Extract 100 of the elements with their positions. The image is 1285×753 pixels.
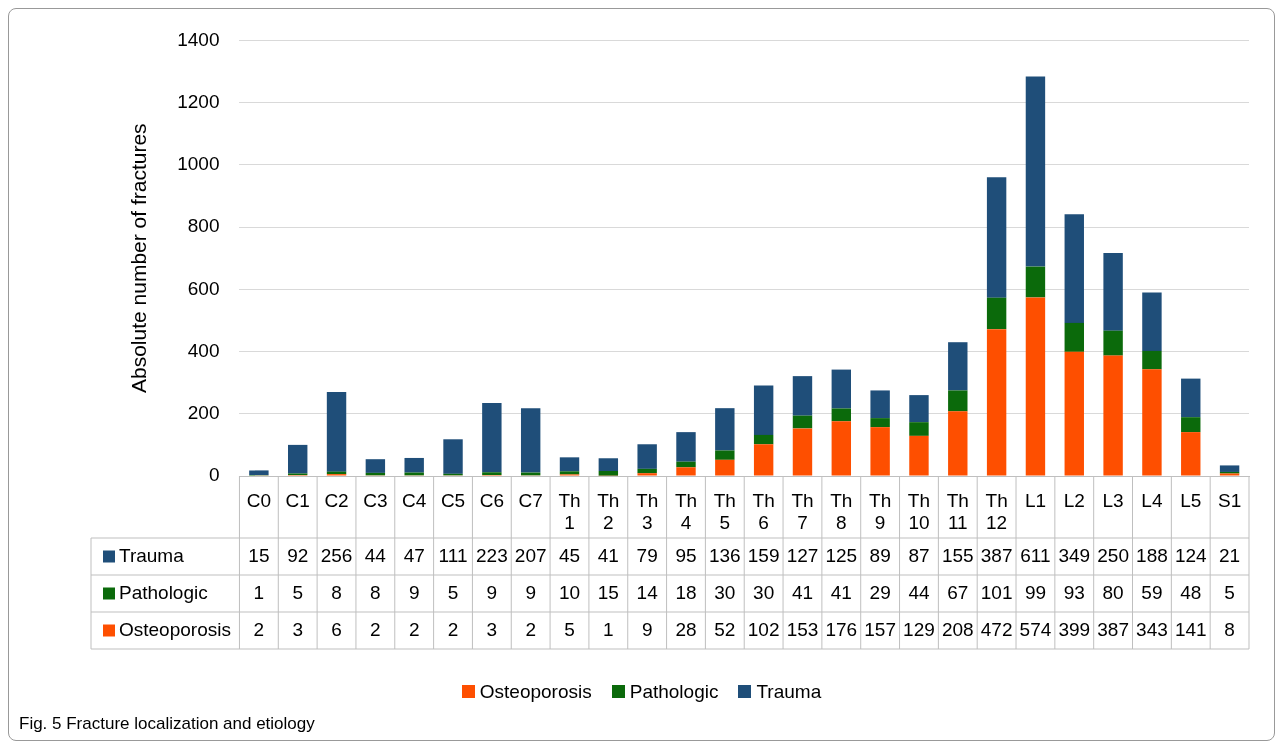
data-label: 472 <box>980 618 1013 640</box>
data-label: 250 <box>1097 544 1129 566</box>
x-tick-label: C0 <box>246 489 272 511</box>
data-label: 9 <box>641 618 653 640</box>
data-label: 611 <box>1020 544 1051 566</box>
legend-label: Pathologic <box>119 581 208 603</box>
data-label: 125 <box>825 544 858 566</box>
x-tick-label: Th 12 <box>985 489 1008 534</box>
data-label: 6 <box>331 618 342 640</box>
data-label: 9 <box>525 581 536 603</box>
y-tick-label: 200 <box>187 402 220 424</box>
data-label: 99 <box>1024 581 1047 603</box>
data-label: 157 <box>864 618 896 640</box>
x-tick-label: Th 7 <box>791 489 814 534</box>
legend-label: Osteoporosis <box>119 618 231 640</box>
data-label: 41 <box>597 544 619 566</box>
data-label: 188 <box>1136 544 1168 566</box>
x-tick-label: C6 <box>479 489 504 511</box>
data-label: 9 <box>486 581 498 603</box>
data-label: 102 <box>747 618 780 640</box>
data-label: 141 <box>1174 618 1207 640</box>
data-label: 41 <box>791 581 814 603</box>
data-label: 2 <box>253 618 265 640</box>
data-label: 45 <box>558 544 581 566</box>
data-label: 387 <box>980 544 1013 566</box>
data-label: 399 <box>1058 618 1091 640</box>
data-label: 111 <box>438 544 468 566</box>
x-tick-label: C7 <box>518 489 543 511</box>
x-tick-label: Th 2 <box>597 489 620 534</box>
x-tick-label: Th 11 <box>946 489 969 534</box>
caption: Fig. 5 Fracture localization and etiology <box>18 714 316 735</box>
data-label: 52 <box>714 618 736 640</box>
data-label: 129 <box>903 618 935 640</box>
x-tick-label: L5 <box>1180 489 1202 511</box>
x-tick-label: S1 <box>1217 489 1242 511</box>
x-tick-label: L3 <box>1102 489 1124 511</box>
x-tick-label: C1 <box>285 489 310 511</box>
data-label: 5 <box>564 618 575 640</box>
data-label: 15 <box>597 581 619 603</box>
text: Osteoporosis <box>479 680 592 702</box>
data-label: 155 <box>941 544 974 566</box>
data-label: 30 <box>714 581 736 603</box>
data-label: 2 <box>408 618 420 640</box>
data-label: 30 <box>753 581 775 603</box>
data-label: 48 <box>1180 581 1202 603</box>
y-tick-label: 1400 <box>177 28 220 50</box>
data-label: 10 <box>558 581 581 603</box>
data-label: 159 <box>747 544 780 566</box>
x-tick-label: C3 <box>363 489 388 511</box>
data-label: 208 <box>941 618 974 640</box>
y-tick-label: 800 <box>187 215 220 237</box>
data-label: 15 <box>248 544 270 566</box>
data-label: 18 <box>675 581 697 603</box>
data-label: 153 <box>786 618 819 640</box>
data-label: 21 <box>1219 544 1241 566</box>
x-tick-label: Th 8 <box>830 489 853 534</box>
y-axis-title: Absolute number of fractures <box>127 123 151 394</box>
data-label: 47 <box>403 544 425 566</box>
x-tick-label: Th 3 <box>636 489 659 534</box>
x-tick-label: Th 10 <box>907 489 931 534</box>
x-tick-label: L1 <box>1024 489 1047 511</box>
data-label: 101 <box>980 581 1013 603</box>
x-tick-label: C2 <box>324 489 349 511</box>
legend-label: Trauma <box>119 544 185 566</box>
x-tick-label: Th 1 <box>558 489 581 534</box>
data-label: 136 <box>708 544 741 566</box>
x-tick-label: Th 9 <box>869 489 892 534</box>
data-label: 93 <box>1063 581 1085 603</box>
data-label: 79 <box>636 544 658 566</box>
x-tick-label: C5 <box>440 489 466 511</box>
data-label: 89 <box>869 544 891 566</box>
data-label: 44 <box>908 581 930 603</box>
data-label: 5 <box>447 581 459 603</box>
x-tick-label: Th 4 <box>674 489 698 534</box>
data-label: 2 <box>370 618 381 640</box>
data-label: 127 <box>786 544 819 566</box>
text: Trauma <box>756 680 822 702</box>
data-label: 343 <box>1136 618 1168 640</box>
x-tick-label: C4 <box>402 489 427 511</box>
data-label: 29 <box>869 581 891 603</box>
data-label: 387 <box>1097 618 1129 640</box>
data-label: 80 <box>1102 581 1124 603</box>
data-label: 28 <box>675 618 697 640</box>
text: Pathologic <box>629 680 719 702</box>
x-tick-label: L4 <box>1141 489 1163 511</box>
data-label: 8 <box>370 581 381 603</box>
data-label: 41 <box>830 581 852 603</box>
data-label: 2 <box>525 618 536 640</box>
data-label: 124 <box>1174 544 1208 566</box>
data-label: 1 <box>603 618 614 640</box>
data-label: 1 <box>253 581 265 603</box>
data-label: 3 <box>292 618 303 640</box>
x-tick-label: L2 <box>1063 489 1085 511</box>
x-tick-label: Th 5 <box>713 489 736 534</box>
data-label: 14 <box>636 581 659 603</box>
data-label: 256 <box>320 544 353 566</box>
y-tick-label: 600 <box>187 277 220 299</box>
y-tick-label: 1200 <box>177 90 220 112</box>
data-label: 9 <box>408 581 420 603</box>
y-tick-label: 400 <box>187 339 220 361</box>
